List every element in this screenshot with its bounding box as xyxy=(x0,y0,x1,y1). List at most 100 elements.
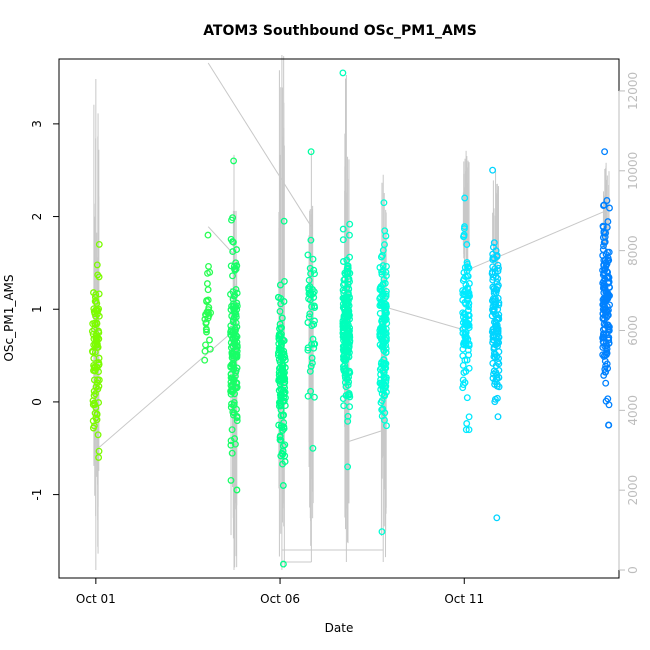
data-point xyxy=(345,373,353,381)
data-point xyxy=(229,214,237,222)
plot-frame xyxy=(58,58,620,579)
data-point xyxy=(601,365,609,373)
data-point xyxy=(276,433,284,441)
data-point xyxy=(342,392,350,399)
data-point xyxy=(277,300,285,308)
data-point xyxy=(465,306,472,314)
data-point xyxy=(276,320,284,328)
data-point xyxy=(230,157,238,165)
data-point xyxy=(91,367,99,375)
data-point xyxy=(377,283,385,291)
data-point xyxy=(465,413,473,421)
data-point xyxy=(379,281,387,289)
data-point xyxy=(339,236,347,244)
data-point xyxy=(340,402,348,410)
data-point xyxy=(463,241,471,248)
data-point xyxy=(230,307,238,315)
data-point xyxy=(275,399,283,406)
data-point xyxy=(344,291,352,299)
data-point xyxy=(344,297,352,305)
data-point xyxy=(605,421,613,429)
data-point xyxy=(459,381,467,389)
data-point xyxy=(602,379,610,387)
data-point xyxy=(344,262,352,270)
data-point xyxy=(494,413,502,421)
data-point xyxy=(495,374,503,381)
data-point xyxy=(340,312,348,320)
data-point xyxy=(380,302,387,310)
data-point xyxy=(491,269,499,277)
data-point xyxy=(341,362,349,369)
data-point xyxy=(490,332,498,340)
data-point xyxy=(227,363,235,371)
data-points xyxy=(88,69,614,568)
chart-title: ATOM3 Southbound OSc_PM1_AMS xyxy=(203,23,477,39)
data-point xyxy=(342,298,349,306)
data-point xyxy=(605,327,613,334)
data-point xyxy=(382,364,390,372)
data-point xyxy=(600,202,607,209)
data-point xyxy=(229,295,237,303)
data-point xyxy=(465,320,472,328)
data-point xyxy=(232,383,240,391)
data-point xyxy=(604,218,612,226)
data-point xyxy=(274,293,282,301)
data-point xyxy=(205,262,212,270)
data-point xyxy=(231,291,239,299)
data-point xyxy=(600,261,608,269)
data-point xyxy=(604,274,612,282)
data-point xyxy=(380,199,388,207)
data-point xyxy=(280,370,288,378)
data-point xyxy=(345,349,353,356)
data-point xyxy=(346,324,354,332)
data-point xyxy=(305,290,313,298)
data-point xyxy=(304,346,312,354)
connector-line-7 xyxy=(465,210,607,272)
connector-line-5 xyxy=(346,429,384,443)
data-point xyxy=(344,463,352,471)
data-point xyxy=(308,359,316,367)
data-point xyxy=(89,320,97,328)
data-point xyxy=(465,303,473,310)
data-point xyxy=(600,331,607,339)
data-point xyxy=(377,399,385,407)
data-point xyxy=(233,364,241,372)
data-point xyxy=(93,319,101,327)
data-point xyxy=(377,360,385,368)
data-point xyxy=(281,441,289,449)
data-point xyxy=(463,420,471,427)
data-point xyxy=(492,318,500,326)
y-tick-label: 3 xyxy=(30,120,44,128)
data-point xyxy=(233,486,241,494)
data-point xyxy=(600,265,608,273)
data-point xyxy=(89,348,97,356)
data-point xyxy=(342,344,350,352)
data-point xyxy=(232,335,240,342)
data-point xyxy=(227,476,235,484)
connector-line-1 xyxy=(207,62,312,227)
data-point xyxy=(275,421,283,429)
data-point xyxy=(603,260,611,268)
data-point xyxy=(494,314,502,322)
data-point xyxy=(461,223,468,231)
data-point xyxy=(605,339,613,347)
data-point xyxy=(95,447,103,455)
data-point xyxy=(341,379,349,386)
data-point xyxy=(230,399,238,406)
data-point xyxy=(95,273,103,281)
data-point xyxy=(465,426,473,434)
data-point xyxy=(488,270,496,277)
data-point xyxy=(601,148,609,156)
data-point xyxy=(459,329,467,337)
data-point xyxy=(339,258,347,265)
data-point xyxy=(459,325,467,333)
data-point xyxy=(279,560,287,568)
x-tick-label: Oct 01 xyxy=(76,592,116,606)
data-point xyxy=(600,229,608,237)
data-point xyxy=(382,290,390,298)
data-point xyxy=(276,377,284,385)
data-point xyxy=(493,321,501,329)
data-point xyxy=(277,402,285,410)
x-tick-label: Oct 06 xyxy=(260,592,300,606)
data-point xyxy=(306,296,314,304)
